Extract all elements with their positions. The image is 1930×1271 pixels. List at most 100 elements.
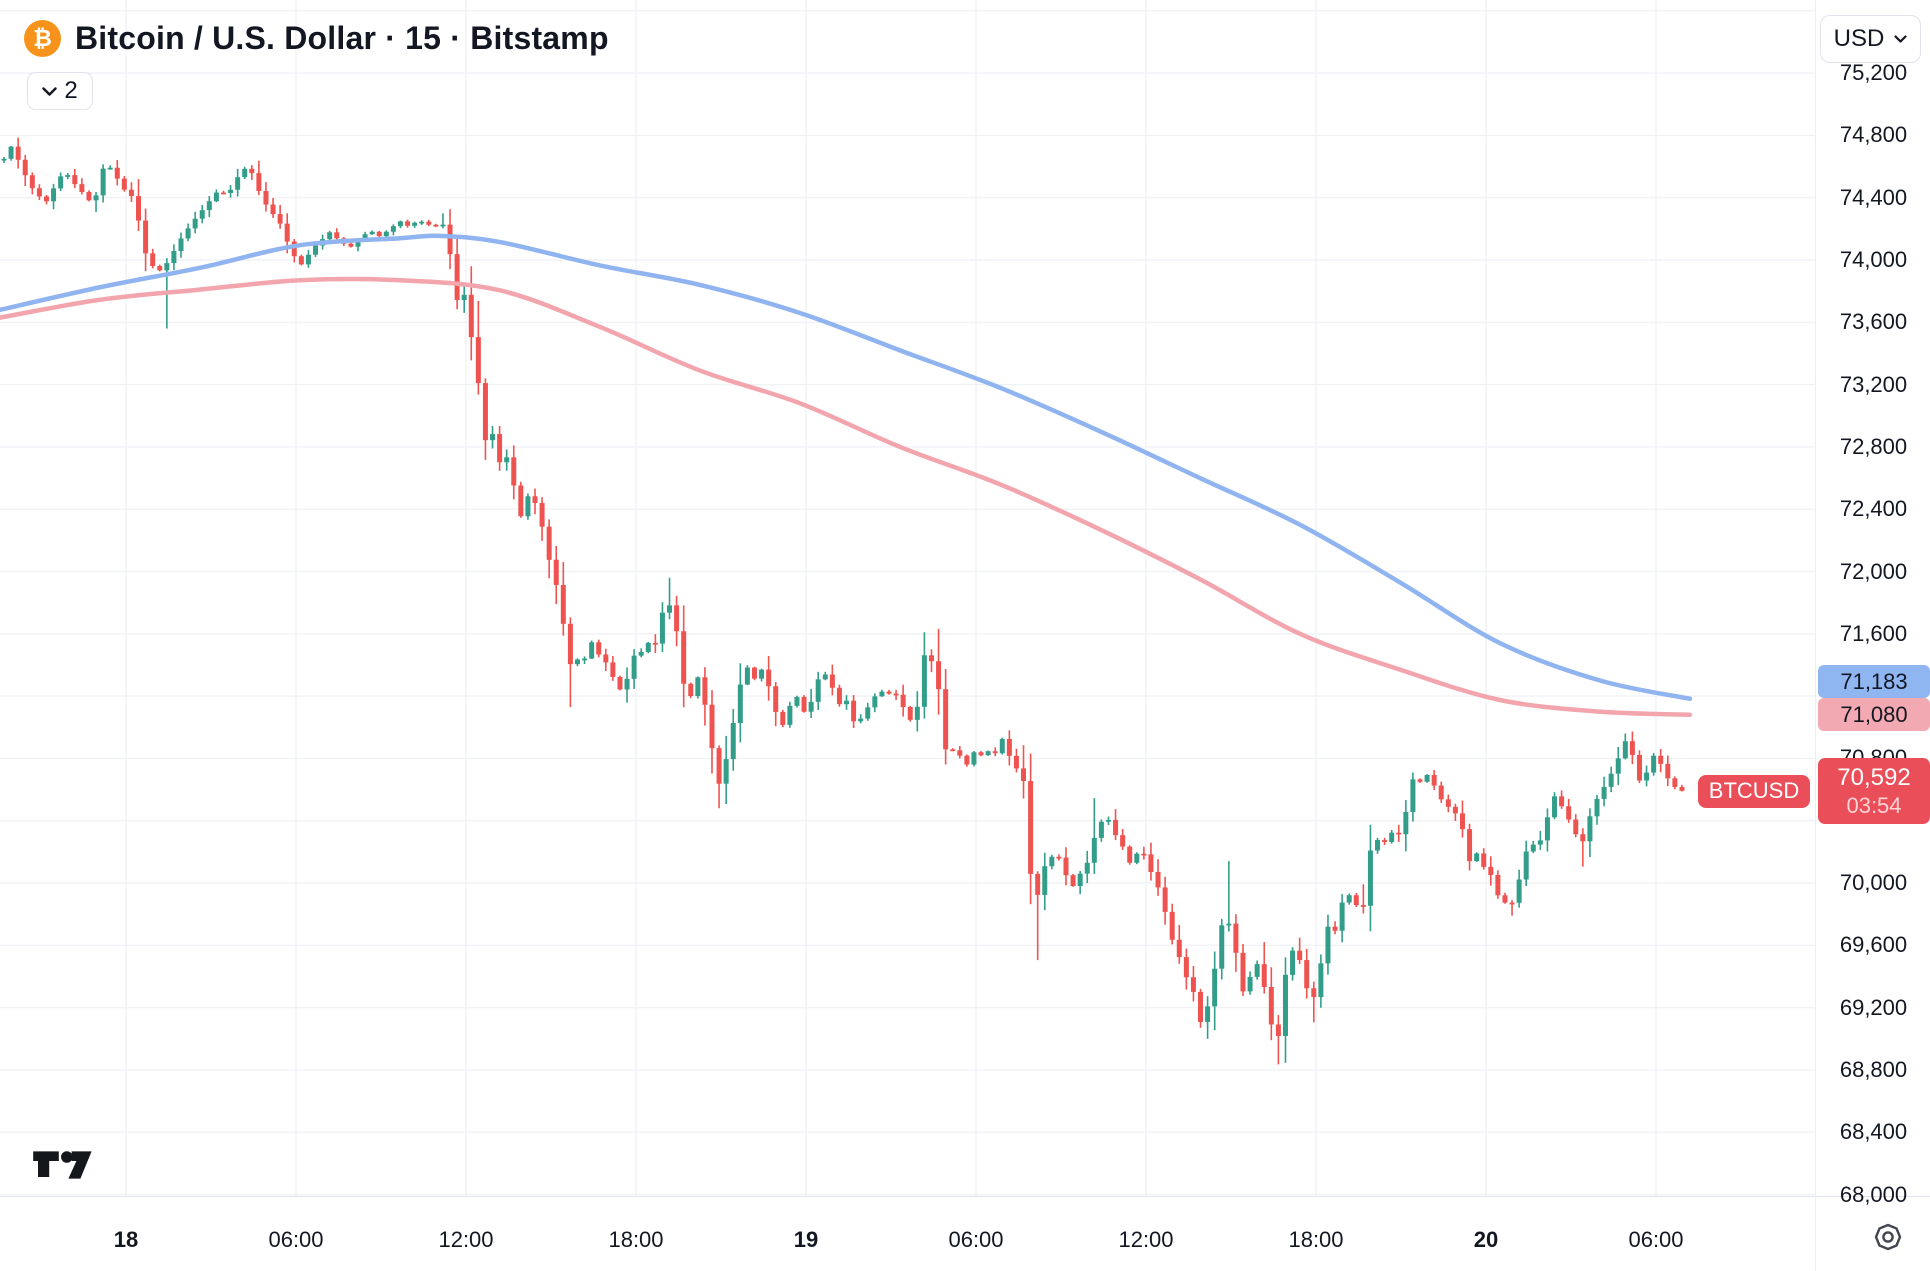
candle-body <box>759 669 765 679</box>
candle-body <box>121 178 127 190</box>
candle-body <box>369 231 375 235</box>
time-tick-label: 20 <box>1473 1227 1499 1252</box>
currency-dropdown[interactable]: USD <box>1820 15 1921 63</box>
candle-body <box>1098 821 1104 838</box>
chart-header: ₿ Bitcoin / U.S. Dollar · 15 · Bitstamp <box>24 20 609 57</box>
candle-body <box>1261 964 1267 988</box>
candle-body <box>206 201 212 211</box>
candle-body <box>390 226 396 232</box>
candle-body <box>1254 964 1260 977</box>
time-tick-label: 18:00 <box>1288 1227 1344 1252</box>
candle-body <box>164 263 170 271</box>
candle-body <box>1580 834 1586 842</box>
last-price-value: 70,592 <box>1837 763 1911 791</box>
candle-body <box>1212 968 1218 1007</box>
candle-body <box>419 221 425 224</box>
candle-body <box>709 704 715 749</box>
time-tick-label: 06:00 <box>1628 1227 1684 1252</box>
candle-body <box>695 677 701 697</box>
price-tick-label: 70,000 <box>1839 870 1908 895</box>
candle-body <box>971 752 977 765</box>
candle-body <box>674 605 680 632</box>
candle-body <box>348 243 354 247</box>
candle-body <box>907 707 913 720</box>
candle-body <box>560 584 566 624</box>
bar-countdown: 03:54 <box>1846 792 1902 818</box>
chevron-down-icon <box>1894 35 1907 43</box>
candle-body <box>1183 957 1189 978</box>
candle-body <box>1275 1024 1281 1036</box>
time-tick-label: 06:00 <box>948 1227 1004 1252</box>
price-tick-label: 73,600 <box>1839 309 1908 335</box>
candle-body <box>1417 779 1423 782</box>
gridlines <box>0 0 1815 1196</box>
candle-body <box>65 175 71 177</box>
candle-body <box>1665 763 1671 779</box>
time-tick-label: 19 <box>793 1227 819 1252</box>
candle-body <box>1431 774 1437 786</box>
candle-body <box>136 196 142 221</box>
candle-body <box>1268 987 1274 1025</box>
candle-body <box>1594 798 1600 817</box>
candle-body <box>638 651 644 656</box>
candle-body <box>1148 854 1154 872</box>
candle-body <box>865 707 871 719</box>
time-tick-label: 18:00 <box>608 1227 664 1252</box>
candle-body <box>1063 857 1069 876</box>
candle-body <box>1424 774 1430 782</box>
candle-body <box>1070 875 1076 886</box>
time-tick-label: 06:00 <box>268 1227 324 1252</box>
candle-body <box>1629 741 1635 755</box>
candle-body <box>808 701 814 712</box>
candle-body <box>773 686 779 712</box>
candle-body <box>617 676 623 690</box>
symbol-title[interactable]: Bitcoin / U.S. Dollar · 15 · Bitstamp <box>75 20 609 56</box>
candle-body <box>794 696 800 706</box>
candle-body <box>1382 840 1388 843</box>
candle-body <box>157 266 163 271</box>
tradingview-logo[interactable] <box>30 1148 94 1187</box>
candle-body <box>362 234 368 241</box>
price-tick-label: 73,200 <box>1839 371 1908 397</box>
candle-body <box>1608 773 1614 787</box>
candle-body <box>1672 778 1678 787</box>
candle-body <box>305 254 311 265</box>
indicators-count-label: 2 <box>64 77 78 104</box>
candle-body <box>659 612 665 644</box>
candle-body <box>1481 853 1487 867</box>
candle-body <box>242 168 248 178</box>
indicators-collapse-button[interactable]: 2 <box>27 72 93 110</box>
candle-body <box>1573 819 1579 835</box>
candle-body <box>1651 755 1657 773</box>
price-axis[interactable]: 75,200 74,800 74,400 74,000 73,600 73,200 72,8… <box>1815 0 1930 1271</box>
last-price-badge: 70,592 03:54 <box>1818 757 1930 824</box>
time-axis[interactable]: 18 06:00 12:00 18:00 19 06:00 12:00 18:00 20 06:0… <box>0 1196 1930 1271</box>
candle-body <box>1318 963 1324 998</box>
candle-body <box>744 667 750 685</box>
price-tick-label: 68,800 <box>1839 1056 1908 1082</box>
candle-body <box>539 502 545 527</box>
candle-body <box>277 214 283 224</box>
candle-body <box>143 220 149 254</box>
candle-body <box>702 677 708 705</box>
candle-body <box>667 605 673 613</box>
candle-body <box>15 146 21 160</box>
price-tick-label: 72,000 <box>1839 558 1908 584</box>
candle-body <box>482 383 488 441</box>
candle-body <box>291 241 297 257</box>
candle-body <box>1091 837 1097 863</box>
candle-body <box>836 687 842 705</box>
candle-body <box>490 434 496 441</box>
gear-icon[interactable] <box>1872 1221 1904 1253</box>
candle-body <box>270 204 276 215</box>
candle-body <box>603 654 609 663</box>
candle-body <box>1077 873 1083 886</box>
candle-body <box>1162 887 1168 912</box>
candle-body <box>822 674 828 680</box>
candle-body <box>1467 829 1473 862</box>
candle-body <box>872 696 878 708</box>
candle-body <box>1566 806 1572 820</box>
candle-body <box>355 240 361 247</box>
candle-body <box>412 222 418 226</box>
